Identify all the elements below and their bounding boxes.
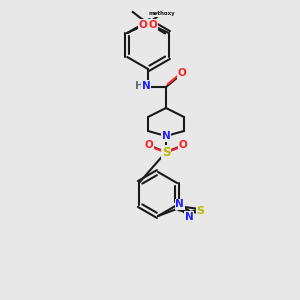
Text: O: O [145,140,153,150]
Text: O: O [148,20,157,30]
Text: O: O [178,68,186,78]
Text: N: N [162,131,170,141]
Text: N: N [185,212,194,222]
Text: O: O [178,140,188,150]
Text: N: N [142,81,150,91]
Text: O: O [139,20,148,30]
Text: S: S [196,206,205,215]
Text: S: S [162,146,170,158]
Text: H: H [135,81,143,91]
Text: N: N [176,199,184,209]
Text: methoxy: methoxy [149,11,176,16]
